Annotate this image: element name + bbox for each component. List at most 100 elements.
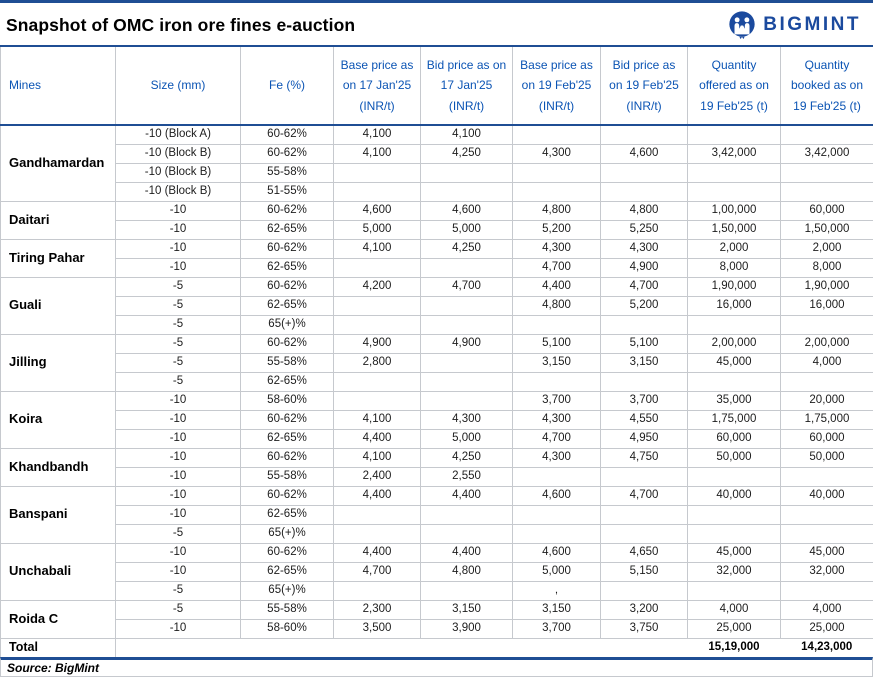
table-row: -10 55-58% 2,400 2,550: [1, 466, 873, 487]
bid-feb-cell: 5,200: [600, 295, 688, 316]
size-cell: -5: [115, 295, 241, 316]
bid-jan-cell: 3,150: [420, 599, 513, 620]
base-jan-cell: [333, 523, 421, 544]
mine-name: Tiring Pahar: [0, 238, 116, 278]
fe-cell: 55-58%: [240, 599, 334, 620]
qty-booked-cell: 4,000: [780, 352, 873, 373]
qty-offered-cell: 3,42,000: [687, 143, 781, 164]
qty-offered-cell: 1,75,000: [687, 409, 781, 430]
base-jan-cell: 4,100: [333, 447, 421, 468]
fe-cell: 62-65%: [240, 428, 334, 449]
bid-jan-cell: [420, 352, 513, 373]
mine-name: Koira: [0, 390, 116, 449]
qty-offered-cell: [687, 504, 781, 525]
table-row: Daitari -10 60-62% 4,600 4,600 4,800 4,800 1,00…: [0, 200, 873, 240]
mine-name: Gandhamardan: [0, 124, 116, 202]
bid-jan-cell: 5,000: [420, 428, 513, 449]
qty-booked-cell: 60,000: [780, 428, 873, 449]
table-header-row: Mines Size (mm) Fe (%) Base price as on 17 …: [0, 45, 873, 126]
size-cell: -10 (Block B): [115, 162, 241, 183]
base-jan-cell: 5,000: [333, 219, 421, 240]
column-header-bid-jan: Bid price as on 17 Jan'25 (INR/t): [420, 45, 513, 126]
bid-jan-cell: 4,600: [420, 200, 513, 221]
bid-feb-cell: 5,150: [600, 561, 688, 582]
fe-cell: 62-65%: [240, 295, 334, 316]
size-cell: -5: [115, 276, 241, 297]
bid-feb-cell: 4,650: [600, 542, 688, 563]
qty-offered-cell: 1,50,000: [687, 219, 781, 240]
qty-offered-cell: [687, 371, 781, 392]
base-jan-cell: 4,100: [333, 238, 421, 259]
table-row: -10 (Block B) 55-58%: [1, 162, 873, 183]
base-feb-cell: 4,300: [512, 447, 601, 468]
qty-offered-cell: [687, 580, 781, 601]
qty-booked-cell: 1,90,000: [780, 276, 873, 297]
bid-jan-cell: [420, 580, 513, 601]
size-cell: -10: [115, 542, 241, 563]
fe-cell: 58-60%: [240, 390, 334, 411]
mine-name: Jilling: [0, 333, 116, 392]
bid-feb-cell: [600, 162, 688, 183]
size-cell: -5: [115, 352, 241, 373]
fe-cell: 65(+)%: [240, 314, 334, 335]
bid-feb-cell: [600, 371, 688, 392]
bid-jan-cell: 4,250: [420, 447, 513, 468]
column-header-qty-booked: Quantity booked as on 19 Feb'25 (t): [780, 45, 873, 126]
qty-offered-cell: 32,000: [687, 561, 781, 582]
bid-jan-cell: 3,900: [420, 618, 513, 639]
fe-cell: 60-62%: [240, 542, 334, 563]
table-row: Roida C -5 55-58% 2,300 3,150 3,150 3,200 4,000…: [0, 599, 873, 639]
fe-cell: 60-62%: [240, 124, 334, 145]
base-feb-cell: [512, 314, 601, 335]
qty-booked-cell: 1,50,000: [780, 219, 873, 240]
qty-booked-cell: [780, 181, 873, 202]
table-row: -10 (Block B) 60-62% 4,100 4,250 4,300 4,600 3…: [1, 143, 873, 164]
base-feb-cell: 4,800: [512, 200, 601, 221]
bid-jan-cell: 4,400: [420, 542, 513, 563]
bid-feb-cell: 4,750: [600, 447, 688, 468]
bid-feb-cell: [600, 314, 688, 335]
base-feb-cell: [512, 466, 601, 487]
size-cell: -10: [115, 200, 241, 221]
size-cell: -5: [115, 523, 241, 544]
base-feb-cell: 3,150: [512, 352, 601, 373]
qty-booked-cell: 45,000: [780, 542, 873, 563]
bid-feb-cell: 4,900: [600, 257, 688, 278]
fe-cell: 51-55%: [240, 181, 334, 202]
base-feb-cell: ,: [512, 580, 601, 601]
fe-cell: 55-58%: [240, 162, 334, 183]
base-jan-cell: [333, 580, 421, 601]
qty-booked-cell: 60,000: [780, 200, 873, 221]
size-cell: -5: [115, 580, 241, 601]
bid-feb-cell: 5,100: [600, 333, 688, 354]
table-row: Jilling -5 60-62% 4,900 4,900 5,100 5,100 2,00,…: [0, 333, 873, 392]
qty-booked-cell: 16,000: [780, 295, 873, 316]
base-feb-cell: 4,700: [512, 428, 601, 449]
bid-jan-cell: 4,100: [420, 124, 513, 145]
base-feb-cell: 3,700: [512, 390, 601, 411]
qty-offered-cell: 2,00,000: [687, 333, 781, 354]
size-cell: -10: [115, 257, 241, 278]
bid-feb-cell: 4,950: [600, 428, 688, 449]
fe-cell: 60-62%: [240, 485, 334, 506]
qty-booked-cell: 3,42,000: [780, 143, 873, 164]
base-feb-cell: 4,600: [512, 542, 601, 563]
fe-cell: 62-65%: [240, 561, 334, 582]
size-cell: -10: [115, 618, 241, 639]
bigmint-logo: BIGMINT: [727, 10, 861, 40]
base-feb-cell: 3,700: [512, 618, 601, 639]
size-cell: -10: [115, 485, 241, 506]
qty-offered-cell: [687, 523, 781, 544]
mine-name: Guali: [0, 276, 116, 335]
bid-jan-cell: 2,550: [420, 466, 513, 487]
table-row: Banspani -10 60-62% 4,400 4,400 4,600 4,700 40,…: [0, 485, 873, 544]
bid-jan-cell: [420, 314, 513, 335]
total-qty-booked: 14,23,000: [780, 637, 873, 657]
base-feb-cell: 5,100: [512, 333, 601, 354]
qty-booked-cell: 50,000: [780, 447, 873, 468]
base-jan-cell: 4,100: [333, 143, 421, 164]
base-jan-cell: [333, 181, 421, 202]
source-note: Source: BigMint: [0, 657, 873, 677]
column-header-bid-feb: Bid price as on 19 Feb'25 (INR/t): [600, 45, 688, 126]
bid-feb-cell: [600, 580, 688, 601]
